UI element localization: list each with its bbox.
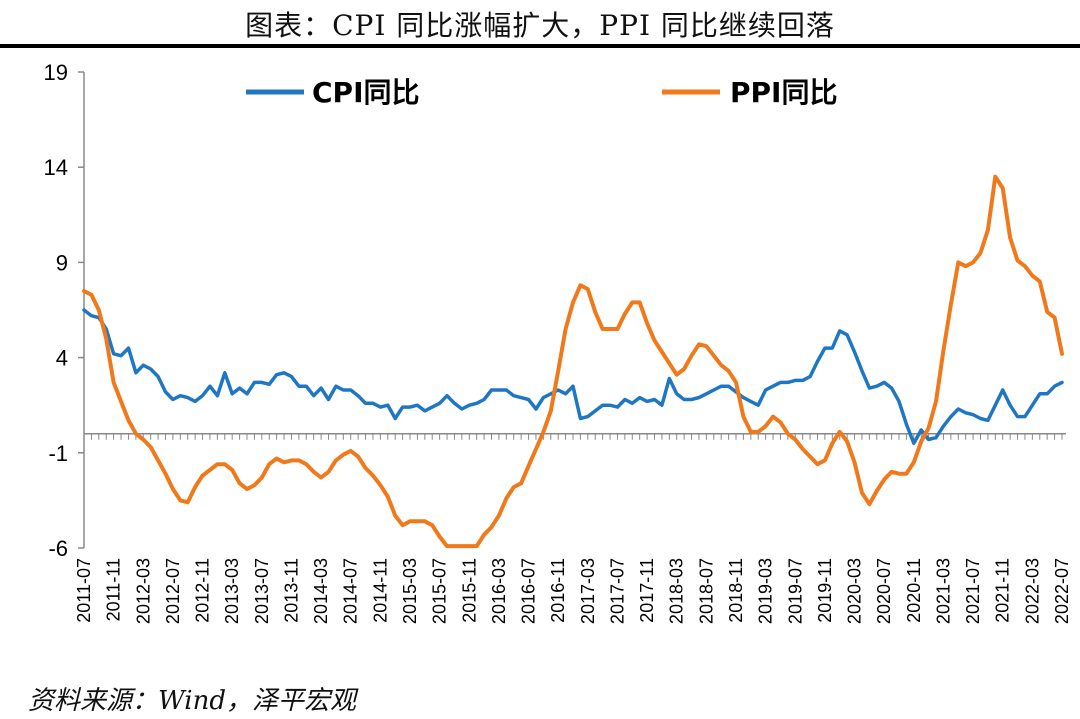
- x-tick-label: 2011-11: [104, 558, 124, 621]
- x-tick-label: 2020-03: [845, 558, 865, 624]
- x-tick-label: 2019-07: [785, 558, 805, 624]
- series-line-ppi: [82, 174, 1064, 549]
- x-tick-label: 2022-03: [1022, 558, 1042, 624]
- x-tick-label: 2022-07: [1052, 558, 1072, 624]
- x-tick-label: 2012-03: [133, 558, 153, 624]
- x-tick-label: 2021-11: [993, 558, 1013, 623]
- x-tick-label: 2013-03: [222, 558, 242, 624]
- x-tick-label: 2012-11: [193, 558, 213, 623]
- x-tick-label: 2015-11: [459, 558, 479, 623]
- y-axis-ticks: -6 -1 4 9 14 19: [44, 60, 84, 561]
- x-tick-label: 2020-07: [874, 558, 894, 624]
- title-divider: [0, 44, 1080, 48]
- x-tick-label: 2014-11: [370, 558, 390, 623]
- legend: CPI同比 PPI同比: [246, 76, 837, 109]
- x-tick-label: 2013-07: [252, 558, 272, 624]
- x-tick-label: 2017-03: [578, 558, 598, 624]
- x-tick-label: 2013-11: [281, 558, 301, 623]
- x-tick-label: 2019-03: [756, 558, 776, 624]
- chart-title: 图表：CPI 同比涨幅扩大，PPI 同比继续回落: [245, 9, 835, 42]
- y-tick-label: 14: [44, 155, 68, 180]
- x-tick-label: 2019-11: [815, 558, 835, 623]
- x-tick-label: 2012-07: [163, 558, 183, 624]
- y-tick-label: -1: [48, 441, 68, 466]
- x-tick-label: 2021-07: [963, 558, 983, 624]
- y-tick-label: -6: [48, 536, 68, 561]
- x-tick-label: 2015-07: [430, 558, 450, 624]
- x-tick-label: 2021-03: [933, 558, 953, 624]
- x-axis-ticks: 2011-07 2011-11 2012-03 2012-07 2012-11 2013-…: [74, 433, 1072, 624]
- legend-label-ppi: PPI同比: [730, 76, 837, 109]
- x-tick-label: 2014-03: [311, 558, 331, 624]
- axes: [83, 72, 1066, 548]
- y-tick-label: 4: [56, 346, 68, 371]
- x-tick-label: 2015-03: [400, 558, 420, 624]
- x-tick-label: 2017-11: [637, 558, 657, 623]
- x-tick-label: 2020-11: [904, 558, 924, 623]
- x-tick-label: 2018-11: [726, 558, 746, 623]
- series-line-cpi: [82, 308, 1064, 446]
- x-tick-label: 2017-07: [607, 558, 627, 624]
- x-tick-label: 2018-07: [696, 558, 716, 624]
- x-tick-label: 2018-03: [667, 558, 687, 624]
- source-note: 资料来源：Wind，泽平宏观: [28, 686, 356, 716]
- x-tick-label: 2011-07: [74, 558, 94, 623]
- x-tick-label: 2016-03: [489, 558, 509, 624]
- legend-label-cpi: CPI同比: [312, 76, 420, 109]
- series-lines: [82, 174, 1064, 549]
- x-tick-label: 2016-11: [548, 558, 568, 623]
- x-tick-label: 2016-07: [519, 558, 539, 624]
- y-tick-label: 9: [56, 250, 68, 275]
- x-tick-label: 2014-07: [341, 558, 361, 624]
- y-tick-label: 19: [44, 60, 68, 85]
